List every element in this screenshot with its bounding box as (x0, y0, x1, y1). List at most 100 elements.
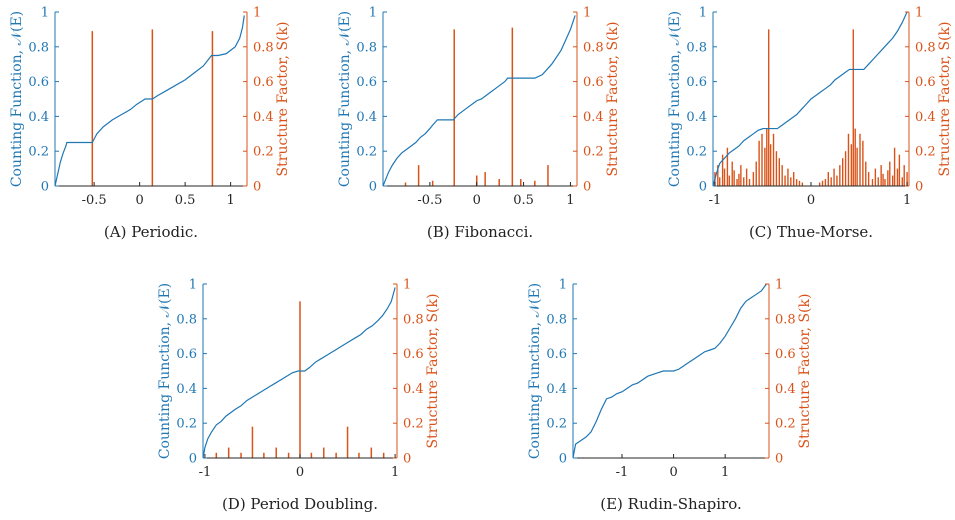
panel-0: 0 0.2 0.4 0.6 0.8 1 0 0.2 0.4 0.6 0.8 1 -0.5 0 0.5 1 Cou… (9, 6, 291, 242)
right-tick-label: 0 (915, 180, 923, 195)
x-tick-label: 1 (566, 193, 574, 208)
left-tick-label: 1 (369, 6, 377, 21)
right-tick-label: 0 (583, 180, 591, 195)
right-tick-label: 0.2 (915, 145, 936, 160)
x-tick-label: 0.5 (175, 193, 196, 208)
right-tick-label: 0 (403, 452, 411, 467)
right-tick-label: 0.4 (253, 110, 274, 125)
left-tick-label: 0.6 (686, 75, 707, 90)
x-tick-label: -0.5 (82, 193, 107, 208)
right-tick-label: 0.6 (583, 75, 604, 90)
left-tick-label: 0.8 (28, 40, 49, 55)
x-tick-label: -0.5 (417, 193, 442, 208)
panel-caption: (B) Fibonacci. (427, 223, 533, 241)
left-tick-label: 0 (369, 180, 377, 195)
left-axis-label: Counting Function, 𝒩(E) (9, 11, 25, 187)
left-axis-label: Counting Function, 𝒩(E) (337, 11, 353, 187)
left-tick-label: 0.6 (546, 347, 567, 362)
left-tick-label: 0 (189, 452, 197, 467)
right-tick-label: 1 (253, 6, 261, 21)
x-tick-label: 1 (903, 193, 911, 208)
right-tick-label: 0 (253, 180, 261, 195)
right-tick-label: 0 (775, 452, 783, 467)
x-tick-label: 0 (473, 193, 481, 208)
left-tick-label: 0.6 (28, 75, 49, 90)
left-tick-label: 0.4 (546, 382, 567, 397)
right-tick-label: 0.4 (915, 110, 936, 125)
left-tick-label: 0 (559, 452, 567, 467)
left-axis-label: Counting Function, 𝒩(E) (667, 11, 683, 187)
left-tick-label: 0 (41, 180, 49, 195)
right-tick-label: 1 (775, 278, 783, 293)
left-tick-label: 0.2 (28, 145, 49, 160)
left-tick-label: 0.4 (176, 382, 197, 397)
right-tick-label: 0.6 (253, 75, 274, 90)
x-tick-label: 1 (226, 193, 234, 208)
x-tick-label: 0 (135, 193, 143, 208)
right-tick-label: 0.8 (915, 40, 936, 55)
right-tick-label: 0.2 (583, 145, 604, 160)
left-tick-label: 0.6 (176, 347, 197, 362)
right-tick-label: 0.6 (915, 75, 936, 90)
x-tick-label: -1 (616, 465, 629, 480)
panel-caption: (C) Thue-Morse. (749, 223, 873, 241)
right-tick-label: 0.4 (583, 110, 604, 125)
left-tick-label: 1 (189, 278, 197, 293)
x-tick-label: 0.5 (513, 193, 534, 208)
counting-function-line (202, 287, 396, 459)
right-tick-label: 0.8 (403, 312, 424, 327)
left-tick-label: 0.8 (356, 40, 377, 55)
right-tick-label: 0.8 (253, 40, 274, 55)
right-axis-label: Structure Factor, S(k) (797, 294, 813, 449)
x-tick-label: 1 (721, 465, 729, 480)
x-tick-label: 0 (669, 465, 677, 480)
left-tick-label: 0.8 (176, 312, 197, 327)
right-tick-label: 1 (403, 278, 411, 293)
left-tick-label: 1 (699, 6, 707, 21)
left-tick-label: 0.2 (686, 145, 707, 160)
right-tick-label: 0.2 (403, 417, 424, 432)
x-tick-label: 0 (807, 193, 815, 208)
left-tick-label: 0.8 (686, 40, 707, 55)
right-axis-label: Structure Factor, S(k) (605, 22, 621, 177)
left-axis-label: Counting Function, 𝒩(E) (157, 283, 173, 459)
left-axis-label: Counting Function, 𝒩(E) (527, 283, 543, 459)
left-tick-label: 0 (699, 180, 707, 195)
x-tick-label: -1 (199, 465, 212, 480)
counting-function-line (712, 11, 908, 187)
left-tick-label: 0.2 (356, 145, 377, 160)
left-tick-label: 0.4 (686, 110, 707, 125)
right-tick-label: 0.4 (775, 382, 796, 397)
right-tick-label: 0.6 (403, 347, 424, 362)
right-axis-label: Structure Factor, S(k) (425, 294, 441, 449)
right-tick-label: 0.4 (403, 382, 424, 397)
left-tick-label: 1 (41, 6, 49, 21)
left-tick-label: 0.2 (176, 417, 197, 432)
right-axis-label: Structure Factor, S(k) (275, 22, 291, 177)
right-tick-label: 0.2 (253, 145, 274, 160)
panel-4: 0 0.2 0.4 0.6 0.8 1 0 0.2 0.4 0.6 0.8 1 -1 0 1 Counting… (527, 278, 813, 514)
left-tick-label: 1 (559, 278, 567, 293)
left-tick-label: 0.8 (546, 312, 567, 327)
right-tick-label: 0.8 (775, 312, 796, 327)
left-tick-label: 0.2 (546, 417, 567, 432)
right-tick-label: 0.8 (583, 40, 604, 55)
panel-caption: (E) Rudin-Shapiro. (600, 495, 742, 513)
left-tick-label: 0.4 (356, 110, 377, 125)
counting-function-line (572, 283, 767, 459)
counting-function-line (54, 15, 245, 187)
right-tick-label: 1 (915, 6, 923, 21)
x-tick-label: -1 (709, 193, 722, 208)
counting-function-line (382, 15, 576, 187)
right-tick-label: 1 (583, 6, 591, 21)
panel-caption: (D) Period Doubling. (222, 495, 378, 513)
left-tick-label: 0.4 (28, 110, 49, 125)
x-tick-label: 0 (296, 465, 304, 480)
right-tick-label: 0.2 (775, 417, 796, 432)
x-tick-label: 1 (391, 465, 399, 480)
left-tick-label: 0.6 (356, 75, 377, 90)
panel-caption: (A) Periodic. (104, 223, 198, 241)
